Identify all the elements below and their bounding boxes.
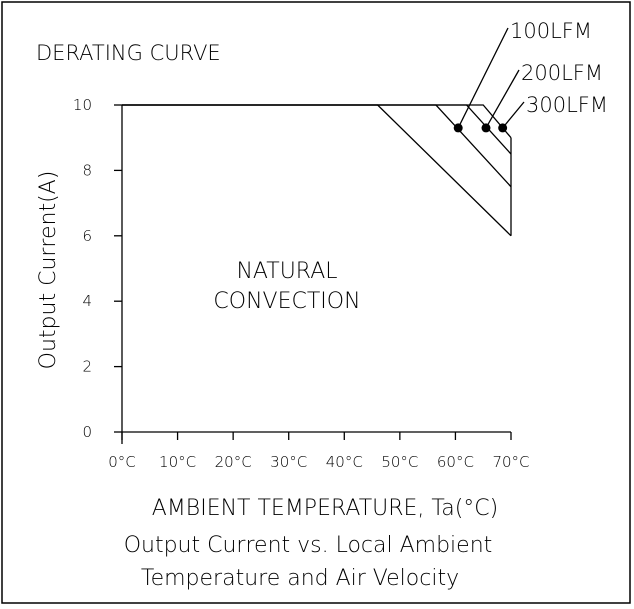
y-tick-label: 4 [82, 292, 92, 310]
x-tick-label: 50°C [381, 453, 418, 471]
y-tick-label: 0 [82, 423, 92, 441]
marker-layer: 100LFM 200LFM 300LFM [453, 19, 608, 133]
series-line-200lfm [122, 104, 512, 155]
caption-line2: Temperature and Air Velocity [141, 566, 459, 591]
marker-dot [498, 123, 508, 133]
x-tick-label: 70°C [492, 453, 529, 471]
marker-dot [481, 123, 491, 133]
x-axis-label: AMBIENT TEMPERATURE, Ta(°C) [152, 496, 498, 521]
marker-dot [453, 123, 463, 133]
chart-title: DERATING CURVE [36, 41, 221, 65]
axes: 0 2 4 6 8 10 0°C 10°C 20°C 30°C 40°C 50°C 60°C 70°C [73, 96, 530, 471]
y-tick-label: 2 [82, 358, 92, 376]
region-label-line1: NATURAL [236, 259, 337, 284]
x-tick-label: 40°C [326, 453, 363, 471]
region-label-line2: CONVECTION [213, 289, 360, 314]
y-tick-label: 10 [73, 96, 92, 114]
marker-label: 200LFM [521, 61, 603, 85]
x-tick-label: 0°C [108, 453, 136, 471]
series-line-100lfm [122, 104, 512, 188]
leader-line [502, 101, 525, 129]
series-line-300lfm [122, 104, 512, 139]
y-axis-label: Output Current(A) [36, 171, 61, 370]
x-tick-label: 20°C [215, 453, 252, 471]
x-tick-label: 10°C [159, 453, 196, 471]
y-tick-label: 8 [82, 161, 92, 179]
marker-label: 300LFM [526, 93, 608, 117]
series-layer [122, 104, 512, 237]
x-tick-label: 60°C [437, 453, 474, 471]
series-line-natural-convection [122, 104, 512, 237]
y-tick-label: 6 [82, 227, 92, 245]
caption-line1: Output Current vs. Local Ambient [124, 533, 493, 558]
marker-label: 100LFM [510, 19, 592, 43]
leader-line [457, 27, 509, 129]
x-tick-label: 30°C [270, 453, 307, 471]
leader-line [485, 69, 520, 129]
